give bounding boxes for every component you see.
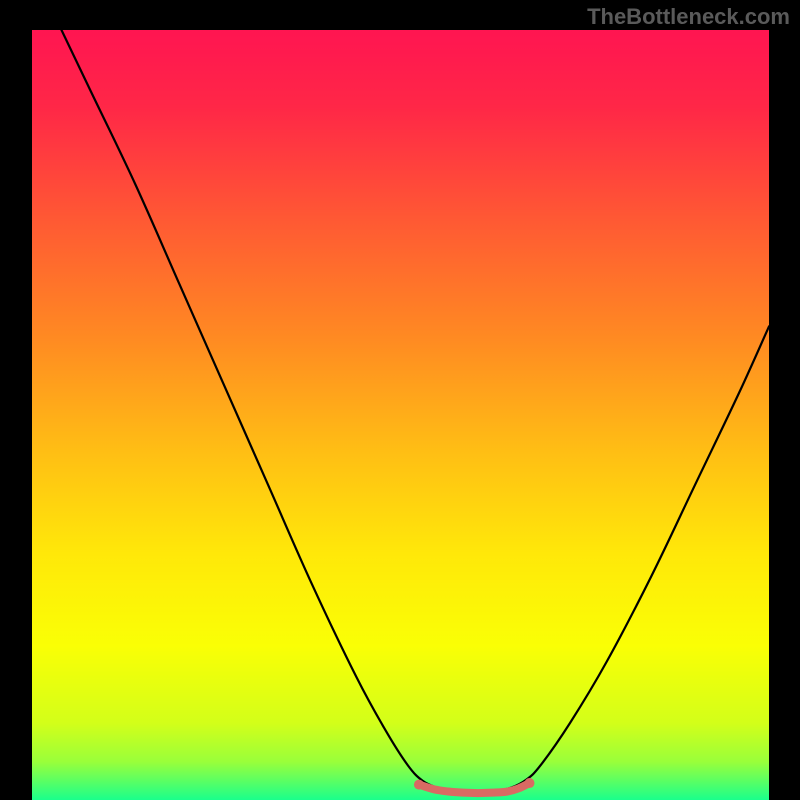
bottom-zone-dot-right	[524, 778, 534, 788]
bottom-zone-dot-left	[414, 780, 424, 790]
plot-area	[32, 30, 769, 800]
plot-background	[32, 30, 769, 800]
watermark-text: TheBottleneck.com	[587, 4, 790, 30]
plot-svg	[32, 30, 769, 800]
chart-container: TheBottleneck.com	[0, 0, 800, 800]
